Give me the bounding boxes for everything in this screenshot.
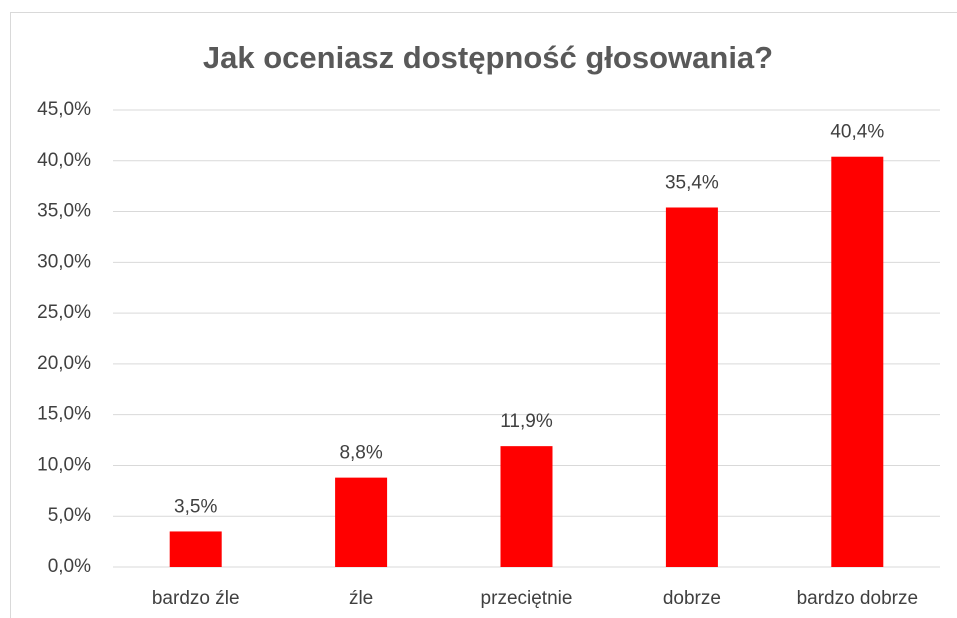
data-label: 11,9% — [500, 411, 553, 432]
y-tick-label: 10,0% — [37, 454, 91, 475]
x-tick-label: bardzo dobrze — [797, 588, 918, 609]
y-tick-label: 45,0% — [37, 99, 91, 120]
data-label: 35,4% — [665, 173, 719, 194]
data-label: 3,5% — [174, 496, 217, 517]
x-tick-label: źle — [349, 588, 373, 609]
y-tick-label: 5,0% — [48, 505, 91, 526]
y-tick-label: 0,0% — [48, 556, 91, 577]
y-tick-label: 25,0% — [37, 302, 91, 323]
x-tick-label: przeciętnie — [481, 588, 573, 609]
y-tick-label: 40,0% — [37, 150, 91, 171]
y-tick-label: 30,0% — [37, 251, 91, 272]
bar — [665, 207, 718, 567]
bar — [335, 477, 388, 567]
data-label: 8,8% — [339, 443, 382, 464]
y-tick-label: 35,0% — [37, 201, 91, 222]
chart-title: Jak oceniasz dostępność głosowania? — [203, 40, 773, 75]
data-label: 40,4% — [830, 122, 884, 143]
y-tick-label: 15,0% — [37, 404, 91, 425]
y-tick-label: 20,0% — [37, 353, 91, 374]
x-tick-label: bardzo źle — [152, 588, 240, 609]
bar — [831, 156, 884, 567]
chart-frame — [10, 12, 957, 618]
bar — [169, 531, 222, 567]
x-tick-label: dobrze — [663, 588, 721, 609]
bar — [500, 446, 553, 567]
